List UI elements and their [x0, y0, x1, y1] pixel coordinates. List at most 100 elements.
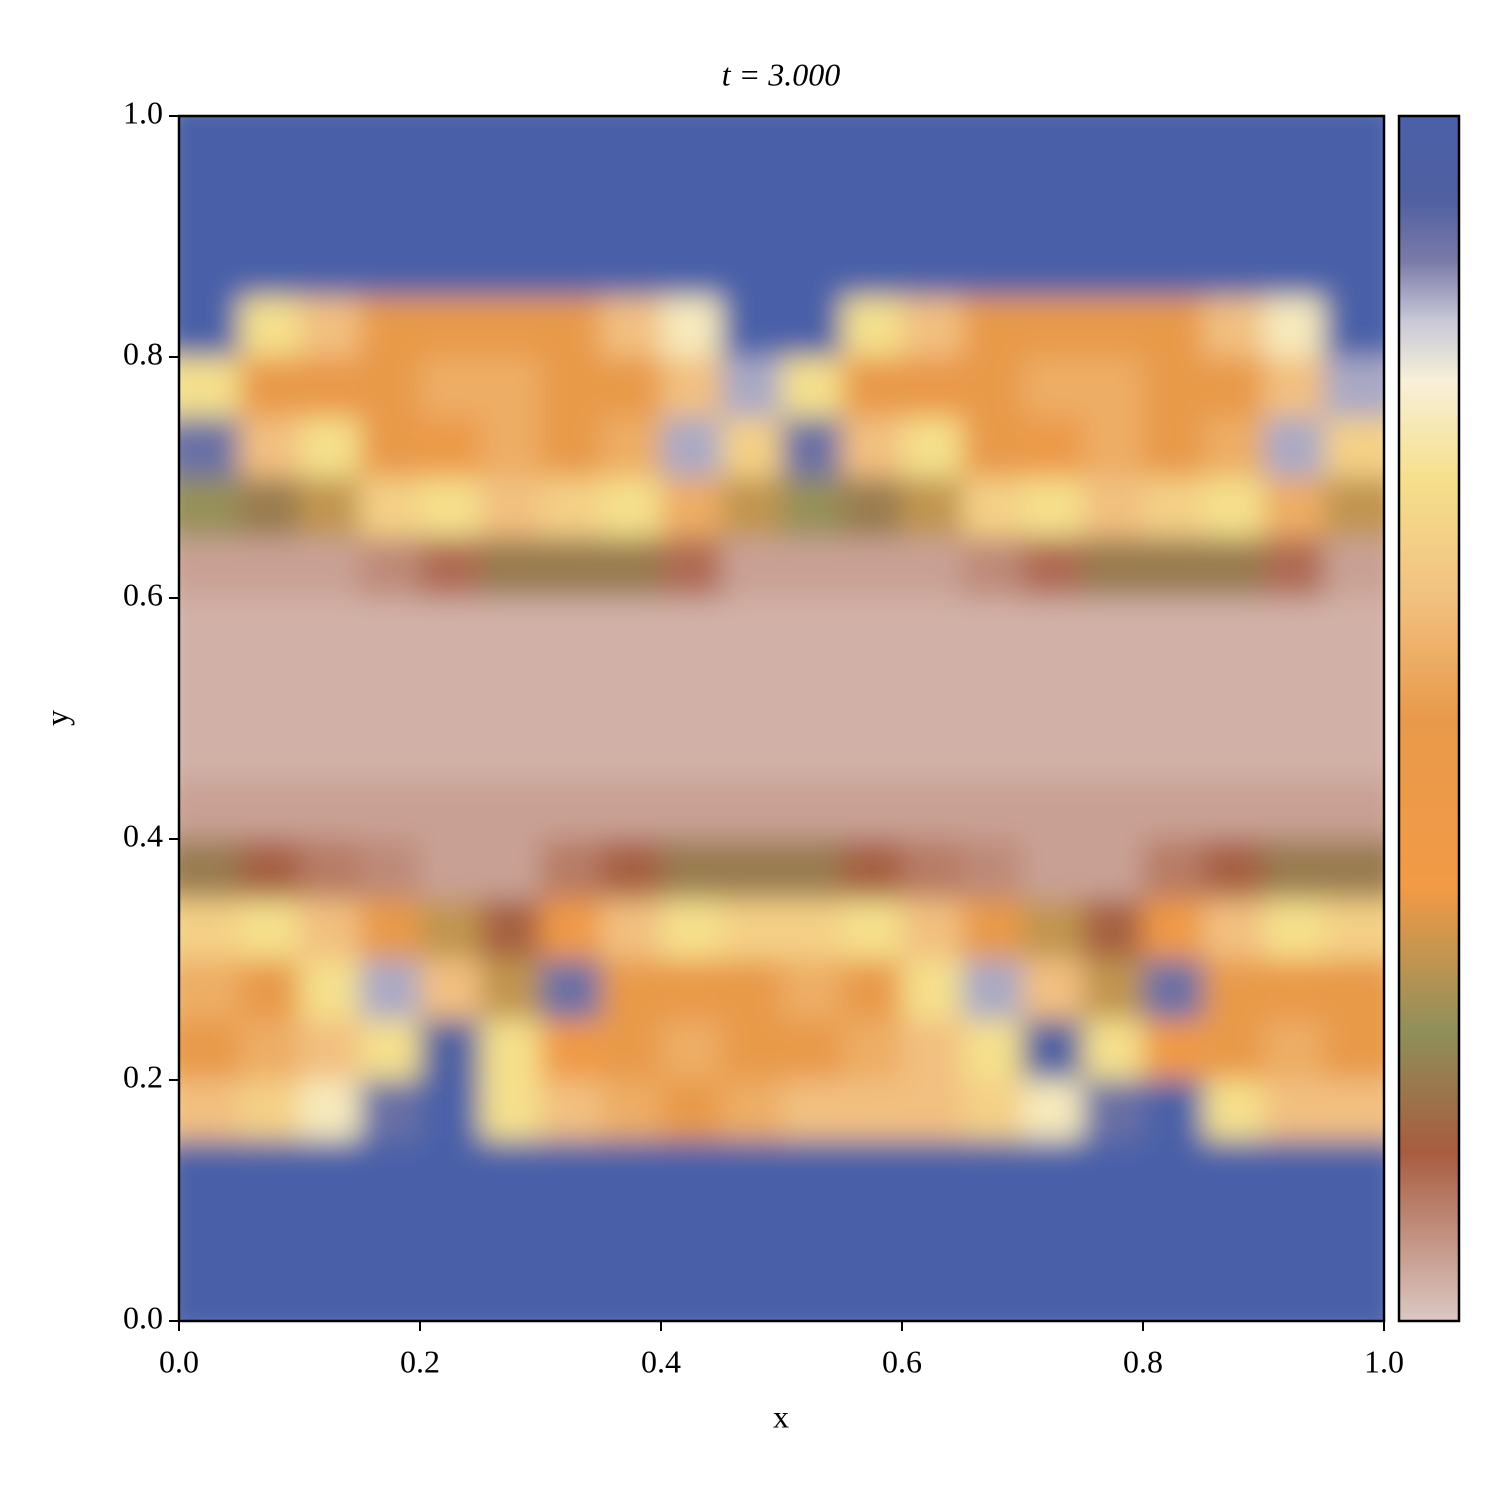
- heatmap-cell: [600, 1080, 662, 1141]
- heatmap-cell: [179, 1260, 240, 1321]
- heatmap-cell: [1143, 1140, 1204, 1201]
- heatmap-cell: [902, 477, 963, 539]
- heatmap-cell: [1143, 537, 1204, 599]
- heatmap-cell: [1203, 477, 1264, 539]
- heatmap-cell: [781, 1019, 843, 1081]
- heatmap-cell: [1203, 598, 1264, 659]
- heatmap-cell: [962, 357, 1023, 418]
- heatmap-cell: [1143, 959, 1204, 1021]
- heatmap-cell: [239, 296, 300, 358]
- heatmap-cell: [1082, 1260, 1144, 1321]
- heatmap-cell: [1143, 658, 1204, 719]
- heatmap-cell: [420, 176, 481, 237]
- heatmap-cell: [1263, 1019, 1325, 1081]
- heatmap-cell: [1203, 176, 1264, 237]
- heatmap-cell: [540, 778, 602, 840]
- heatmap-cell: [1022, 658, 1084, 719]
- heatmap-cell: [299, 1080, 361, 1141]
- heatmap-cell: [781, 1260, 843, 1321]
- heatmap-cell: [179, 718, 240, 780]
- heatmap-cell: [902, 778, 963, 840]
- y-tick-label: 0.8: [123, 335, 163, 371]
- heatmap-cell: [1323, 899, 1384, 960]
- heatmap-cell: [1082, 1019, 1144, 1081]
- heatmap-cell: [781, 1080, 843, 1141]
- heatmap-cell: [1263, 1140, 1325, 1201]
- heatmap-cell: [902, 959, 963, 1021]
- heatmap-cell: [239, 1019, 300, 1081]
- heatmap-cell: [420, 296, 481, 358]
- heatmap-cell: [239, 718, 300, 780]
- heatmap-cell: [1323, 176, 1384, 237]
- heatmap-cell: [1263, 357, 1325, 418]
- heatmap-cell: [721, 718, 782, 780]
- heatmap-cell: [781, 598, 843, 659]
- heatmap-cell: [721, 658, 782, 719]
- heatmap-cell: [902, 1019, 963, 1081]
- heatmap-cell: [1082, 899, 1144, 960]
- heatmap-cell: [661, 417, 722, 478]
- heatmap-cell: [239, 417, 300, 478]
- heatmap-cell: [600, 1140, 662, 1201]
- heatmap-cell: [1143, 899, 1204, 960]
- heatmap-cell: [902, 1140, 963, 1201]
- heatmap-cell: [540, 236, 602, 298]
- heatmap-cell: [962, 1260, 1023, 1321]
- heatmap-cell: [239, 959, 300, 1021]
- heatmap-cell: [179, 658, 240, 719]
- heatmap-cell: [781, 537, 843, 599]
- heatmap-cell: [841, 417, 903, 478]
- heatmap-cell: [1022, 417, 1084, 478]
- heatmap-cell: [661, 296, 722, 358]
- heatmap-cell: [239, 1260, 300, 1321]
- x-axis-label: x: [773, 1398, 789, 1434]
- heatmap-cell: [239, 778, 300, 840]
- heatmap-cell: [1263, 899, 1325, 960]
- heatmap-cell: [661, 477, 722, 539]
- heatmap-cell: [841, 357, 903, 418]
- heatmap-cell: [962, 417, 1023, 478]
- heatmap-cell: [600, 1260, 662, 1321]
- heatmap-cell: [299, 718, 361, 780]
- heatmap-cell: [902, 537, 963, 599]
- heatmap-cell: [902, 357, 963, 418]
- heatmap-cell: [299, 959, 361, 1021]
- heatmap-cell: [721, 357, 782, 418]
- heatmap-cell: [480, 537, 541, 599]
- heatmap-cell: [721, 537, 782, 599]
- heatmap-cell: [179, 116, 240, 177]
- heatmap-cell: [902, 296, 963, 358]
- heatmap-cell: [721, 236, 782, 298]
- heatmap-cell: [359, 357, 421, 418]
- heatmap-cell: [600, 176, 662, 237]
- heatmap-cell: [902, 1080, 963, 1141]
- heatmap-cell: [359, 598, 421, 659]
- heatmap-cell: [540, 718, 602, 780]
- heatmap-cell: [359, 899, 421, 960]
- heatmap-cell: [1323, 839, 1384, 900]
- heatmap-cell: [1263, 1200, 1325, 1262]
- heatmap-cell: [841, 598, 903, 659]
- heatmap-cell: [902, 839, 963, 900]
- heatmap-cell: [721, 598, 782, 659]
- heatmap-cell: [902, 1200, 963, 1262]
- heatmap-cell: [359, 537, 421, 599]
- heatmap-cell: [480, 1140, 541, 1201]
- heatmap-cell: [661, 1080, 722, 1141]
- heatmap-cell: [1323, 477, 1384, 539]
- heatmap-cell: [480, 839, 541, 900]
- heatmap-cell: [1263, 839, 1325, 900]
- heatmap-cell: [179, 778, 240, 840]
- heatmap-cell: [359, 296, 421, 358]
- heatmap-cell: [1203, 537, 1264, 599]
- y-tick-label: 0.6: [123, 576, 163, 612]
- y-tick-label: 0.0: [123, 1299, 163, 1335]
- heatmap-cell: [359, 236, 421, 298]
- heatmap-cell: [962, 959, 1023, 1021]
- heatmap-cell: [1022, 296, 1084, 358]
- heatmap-cell: [1203, 296, 1264, 358]
- heatmap-cell: [841, 477, 903, 539]
- heatmap-cell: [1022, 1260, 1084, 1321]
- heatmap-cell: [420, 899, 481, 960]
- heatmap-cell: [1143, 296, 1204, 358]
